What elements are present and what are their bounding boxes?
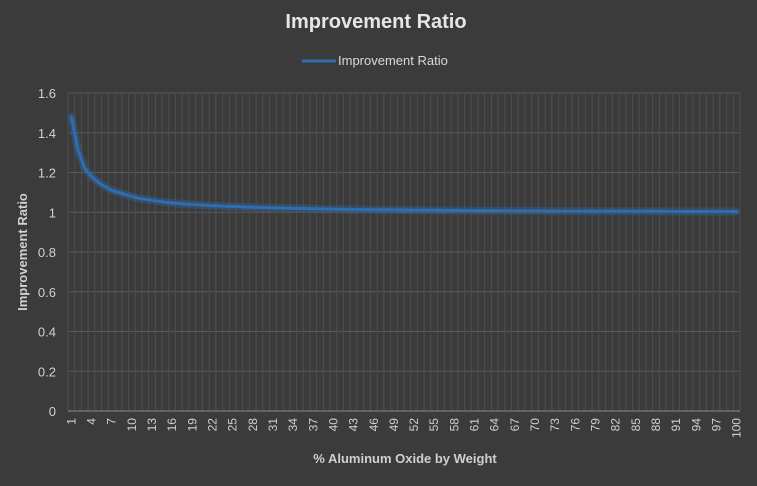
x-tick-label: 28 [246, 418, 260, 432]
y-tick-label: 0.4 [38, 325, 56, 340]
x-tick-label: 61 [468, 418, 482, 432]
x-tick-label: 64 [488, 418, 502, 432]
x-tick-label: 100 [730, 418, 744, 438]
x-tick-label: 85 [629, 418, 643, 432]
x-tick-label: 97 [709, 418, 723, 432]
x-tick-label: 37 [306, 418, 320, 432]
y-tick-label: 0 [49, 404, 56, 419]
y-tick-label: 1.4 [38, 126, 56, 141]
y-axis-ticks: 0 0.2 0.4 0.6 0.8 1 1.2 1.4 1.6 [38, 86, 56, 419]
x-tick-label: 82 [609, 418, 623, 432]
x-tick-label: 4 [85, 418, 99, 425]
x-tick-label: 22 [205, 418, 219, 432]
series-line-improvement-ratio [69, 115, 739, 213]
gridlines [67, 92, 741, 411]
x-tick-label: 7 [105, 418, 119, 425]
x-tick-label: 40 [326, 418, 340, 432]
x-tick-label: 73 [548, 418, 562, 432]
x-tick-label: 67 [508, 418, 522, 432]
x-tick-label: 1 [64, 418, 78, 425]
x-tick-label: 49 [387, 418, 401, 432]
y-tick-label: 0.2 [38, 364, 56, 379]
x-tick-label: 76 [568, 418, 582, 432]
x-tick-label: 13 [145, 418, 159, 432]
x-tick-label: 25 [226, 418, 240, 432]
x-tick-label: 19 [185, 418, 199, 432]
legend: Improvement Ratio [302, 53, 448, 68]
x-tick-label: 34 [286, 418, 300, 432]
y-tick-label: 1 [49, 205, 56, 220]
x-tick-label: 31 [266, 418, 280, 432]
x-tick-label: 70 [528, 418, 542, 432]
x-axis-ticks: 1 4 7 10 13 16 19 22 25 28 31 34 37 40 43 46 49 52 55 58 61 6… [64, 418, 743, 438]
y-tick-label: 0.6 [38, 285, 56, 300]
x-tick-label: 91 [669, 418, 683, 432]
x-tick-label: 88 [649, 418, 663, 432]
y-tick-label: 0.8 [38, 245, 56, 260]
x-tick-label: 10 [125, 418, 139, 432]
legend-label: Improvement Ratio [338, 53, 448, 68]
x-tick-label: 55 [427, 418, 441, 432]
y-tick-label: 1.6 [38, 86, 56, 101]
x-tick-label: 46 [367, 418, 381, 432]
chart-title: Improvement Ratio [285, 11, 466, 33]
x-axis-title: % Aluminum Oxide by Weight [313, 451, 497, 466]
x-tick-label: 16 [165, 418, 179, 432]
x-tick-label: 94 [689, 418, 703, 432]
x-tick-label: 43 [347, 418, 361, 432]
y-axis-title: Improvement Ratio [15, 193, 30, 311]
x-tick-label: 79 [589, 418, 603, 432]
x-tick-label: 58 [447, 418, 461, 432]
x-tick-label: 52 [407, 418, 421, 432]
y-tick-label: 1.2 [38, 166, 56, 181]
